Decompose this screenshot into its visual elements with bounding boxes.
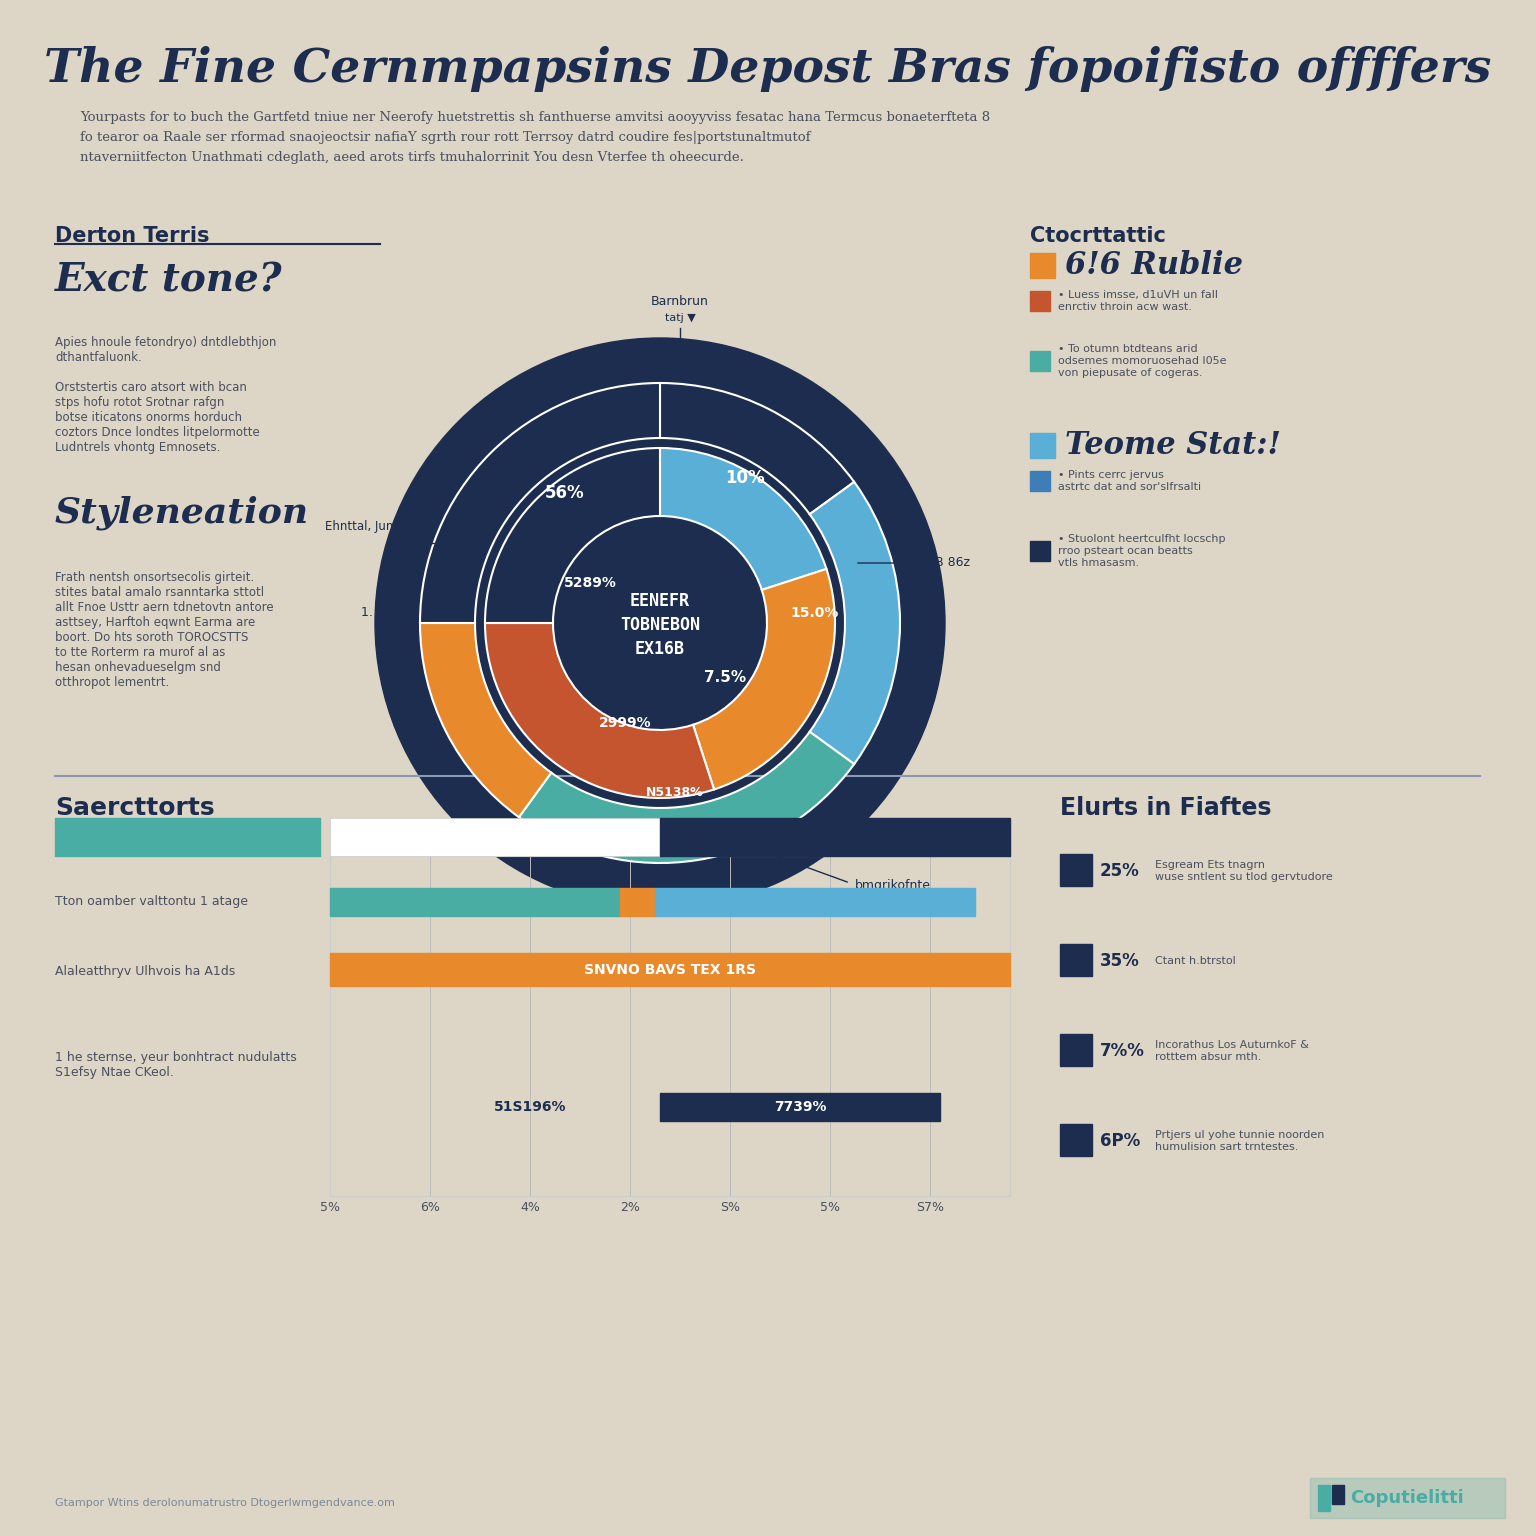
Text: 5%: 5% — [319, 1201, 339, 1213]
Text: 1. 85%: 1. 85% — [361, 607, 406, 619]
Text: te: te — [393, 541, 406, 553]
Circle shape — [375, 338, 945, 908]
Text: Gtampor Wtins derolonumatrustro Dtogerlwmgendvance.om: Gtampor Wtins derolonumatrustro Dtogerlw… — [55, 1498, 395, 1508]
Text: 51S196%: 51S196% — [493, 1100, 567, 1114]
Text: Derton Terris: Derton Terris — [55, 226, 209, 246]
Bar — [1031, 541, 1051, 561]
Text: Ctocrttattic: Ctocrttattic — [1031, 226, 1166, 246]
Text: Alaleatthryv Ulhvois ha A1ds: Alaleatthryv Ulhvois ha A1ds — [55, 966, 235, 978]
Text: B 86z: B 86z — [935, 556, 971, 570]
Bar — [330, 952, 1011, 986]
Text: Barnbrun: Barnbrun — [651, 295, 710, 309]
Text: Elurts in Fiaftes: Elurts in Fiaftes — [1060, 796, 1272, 820]
Bar — [1060, 1124, 1092, 1157]
Bar — [330, 856, 1011, 1197]
Bar — [1318, 1485, 1330, 1511]
Text: Frath nentsh onsortsecolis girteit.
stites batal amalo rsanntarka sttotl
allt Fn: Frath nentsh onsortsecolis girteit. stit… — [55, 571, 273, 690]
Text: Coputielitti: Coputielitti — [1350, 1488, 1464, 1507]
Text: 1 he sternse, yeur bonhtract nudulatts: 1 he sternse, yeur bonhtract nudulatts — [55, 1051, 296, 1064]
Text: 5%: 5% — [820, 1201, 840, 1213]
Text: tatj ▼: tatj ▼ — [665, 313, 696, 323]
Bar — [330, 888, 621, 915]
Bar — [660, 819, 1011, 856]
Bar — [1332, 1485, 1344, 1504]
Bar — [621, 888, 654, 915]
Text: 5289%: 5289% — [564, 576, 616, 590]
Text: EENEFR: EENEFR — [630, 591, 690, 610]
Text: • Luess imsse, d1uVH un fall
enrctiv throin acw wast.: • Luess imsse, d1uVH un fall enrctiv thr… — [1058, 290, 1218, 312]
Text: N5138%: N5138% — [647, 786, 703, 800]
Text: Teome Stat:!: Teome Stat:! — [1064, 430, 1281, 461]
Text: Esgream Ets tnagrn
wuse sntlent su tlod gervtudore: Esgream Ets tnagrn wuse sntlent su tlod … — [1155, 860, 1333, 882]
Text: Ehnttal, Jume: Ehnttal, Jume — [326, 521, 406, 533]
Text: SNVNO BAVS TEX 1RS: SNVNO BAVS TEX 1RS — [584, 963, 756, 977]
Text: 6%: 6% — [419, 1201, 439, 1213]
Text: 4%: 4% — [521, 1201, 541, 1213]
Text: • Stuolont heertculfht locschp
rroo psteart ocan beatts
vtls hmasasm.: • Stuolont heertculfht locschp rroo pste… — [1058, 535, 1226, 568]
Text: fo tearor oa Raale ser rformad snaojeoctsir nafiaY sgrth rour rott Terrsoy datrd: fo tearor oa Raale ser rformad snaojeoct… — [80, 131, 811, 144]
Text: 25%: 25% — [1100, 862, 1140, 880]
Text: Tton oamber valttontu 1 atage: Tton oamber valttontu 1 atage — [55, 895, 247, 908]
Text: S7%: S7% — [915, 1201, 945, 1213]
Wedge shape — [419, 624, 551, 817]
Text: S1efsy Ntae CKeol.: S1efsy Ntae CKeol. — [55, 1066, 174, 1078]
Text: ROEVNM DONEIGE ERLPOCHT: ROEVNM DONEIGE ERLPOCHT — [65, 833, 249, 842]
Text: 6!6 Rublie: 6!6 Rublie — [1064, 250, 1243, 281]
Text: 35%: 35% — [1100, 952, 1140, 971]
Text: 10%: 10% — [725, 468, 765, 487]
Text: 2%: 2% — [621, 1201, 641, 1213]
Text: bmgrikofnte: bmgrikofnte — [856, 880, 931, 892]
Text: Saercttorts: Saercttorts — [55, 796, 215, 820]
Wedge shape — [485, 624, 714, 799]
Text: 15.0%: 15.0% — [791, 607, 839, 621]
Text: • To otumn btdteans arid
odsemes momoruosehad l05e
von piepusate of cogeras.: • To otumn btdteans arid odsemes momoruo… — [1058, 344, 1227, 378]
Text: Incorathus Los AuturnkoF &
rotttem absur mth.: Incorathus Los AuturnkoF & rotttem absur… — [1155, 1040, 1309, 1061]
Text: MABOTTS RECTTSHTIT: MABOTTS RECTTSHTIT — [760, 831, 911, 843]
Wedge shape — [809, 482, 900, 763]
Wedge shape — [660, 382, 854, 515]
Wedge shape — [519, 731, 854, 863]
Text: Orststertis caro atsort with bcan
stps hofu rotot Srotnar rafgn
botse iticatons : Orststertis caro atsort with bcan stps h… — [55, 381, 260, 455]
Text: DRSST BETMONANTIT: DRSST BETMONANTIT — [427, 833, 562, 842]
Bar — [55, 819, 319, 856]
Text: Styleneation: Styleneation — [55, 496, 309, 530]
Text: Apies hnoule fetondryo) dntdlebthjon
dthantfaluonk.: Apies hnoule fetondryo) dntdlebthjon dth… — [55, 336, 276, 364]
Bar — [1031, 352, 1051, 372]
Text: Yourpasts for to buch the Gartfetd tniue ner Neerofy huetstrettis sh fanthuerse : Yourpasts for to buch the Gartfetd tniue… — [80, 111, 991, 124]
Bar — [1031, 253, 1055, 278]
Bar — [660, 1094, 940, 1121]
Text: 7739%: 7739% — [774, 1100, 826, 1114]
Bar — [1031, 433, 1055, 458]
Wedge shape — [693, 568, 836, 790]
Bar — [1060, 1034, 1092, 1066]
Text: EX16B: EX16B — [634, 641, 685, 657]
Text: 7.5%: 7.5% — [703, 671, 746, 685]
Bar — [1060, 854, 1092, 886]
Text: S%: S% — [720, 1201, 740, 1213]
Text: 56%: 56% — [545, 484, 585, 502]
Bar — [1060, 945, 1092, 975]
Text: ntaverniitfecton Unathmati cdeglath, aeed arots tirfs tmuhalorrinit You desn Vte: ntaverniitfecton Unathmati cdeglath, aee… — [80, 151, 743, 164]
Bar — [654, 888, 975, 915]
Bar — [1031, 472, 1051, 492]
Text: 7%%: 7%% — [1100, 1041, 1144, 1060]
Text: Prtjers ul yohe tunnie noorden
humulision sart trntestes.: Prtjers ul yohe tunnie noorden humulisio… — [1155, 1130, 1324, 1152]
Text: The Fine Cernmpapsins Depost Bras fopoifisto offffers: The Fine Cernmpapsins Depost Bras fopoif… — [45, 46, 1491, 92]
Bar — [1310, 1478, 1505, 1518]
Text: Exct tone?: Exct tone? — [55, 261, 283, 300]
Wedge shape — [419, 382, 660, 624]
Wedge shape — [660, 449, 826, 590]
Text: 2999%: 2999% — [599, 716, 651, 730]
Bar — [1031, 290, 1051, 310]
Text: TOBNEBON: TOBNEBON — [621, 616, 700, 634]
Bar — [330, 819, 660, 856]
Text: 6P%: 6P% — [1100, 1132, 1140, 1150]
Text: Ctant h.btrstol: Ctant h.btrstol — [1155, 955, 1236, 966]
Text: • Pints cerrc jervus
astrtc dat and sor'slfrsalti: • Pints cerrc jervus astrtc dat and sor'… — [1058, 470, 1201, 492]
Wedge shape — [485, 449, 660, 624]
Circle shape — [561, 522, 760, 723]
